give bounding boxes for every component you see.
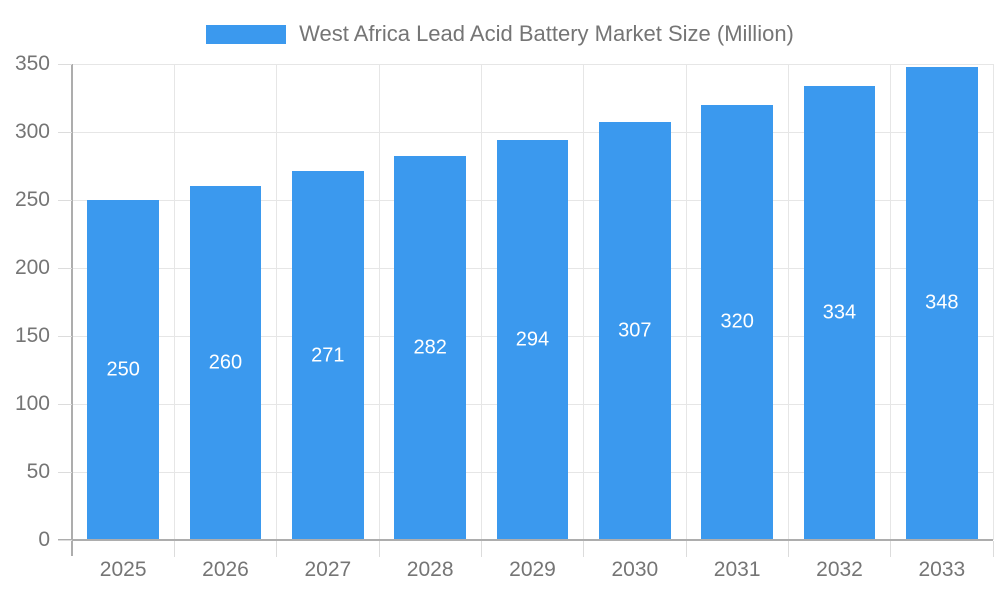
y-gridline [72, 63, 993, 65]
x-axis-tick-label: 2029 [509, 558, 556, 581]
bar-value-label: 282 [413, 336, 447, 359]
bar: 320 [701, 104, 773, 540]
bar-value-label: 334 [822, 301, 857, 324]
x-gridline [890, 64, 892, 540]
bar-value-label: 250 [106, 358, 140, 381]
y-axis-tick [58, 335, 72, 337]
y-axis-tick-label: 250 [14, 188, 50, 211]
bar: 294 [496, 140, 569, 540]
bar: 334 [803, 85, 876, 540]
y-axis-tick [58, 403, 72, 405]
x-axis-tick [583, 541, 585, 557]
x-axis-tick [378, 541, 380, 557]
x-gridline [480, 64, 482, 540]
y-axis-tick-label: 300 [14, 120, 50, 143]
bar-value-label: 294 [515, 328, 550, 351]
y-axis-tick [58, 63, 72, 65]
x-axis-tick [992, 541, 994, 557]
bar-value-label: 320 [720, 310, 754, 333]
bar: 348 [906, 66, 978, 540]
y-axis-tick-label: 200 [14, 256, 50, 279]
x-axis-tick-label: 2030 [611, 558, 659, 581]
x-gridline [583, 64, 585, 540]
bar: 250 [87, 200, 159, 540]
x-gridline [173, 64, 175, 540]
x-gridline [787, 64, 789, 540]
y-axis-tick-label: 0 [38, 528, 50, 551]
x-gridline [276, 64, 278, 540]
y-axis-tick [58, 539, 72, 541]
bar: 271 [292, 171, 364, 540]
x-gridline [378, 64, 380, 540]
x-axis-tick [276, 541, 278, 557]
legend-label: West Africa Lead Acid Battery Market Siz… [299, 21, 794, 46]
y-axis-line [71, 64, 73, 556]
x-axis-tick [890, 541, 892, 557]
y-axis-tick-label: 50 [26, 460, 50, 483]
legend-swatch [206, 24, 287, 44]
bar: 282 [394, 156, 466, 540]
bar-value-label: 271 [311, 344, 345, 367]
x-axis-tick [480, 541, 482, 557]
x-axis-tick-label: 2032 [816, 558, 863, 581]
y-axis-tick-label: 100 [14, 392, 50, 415]
x-axis-tick [685, 541, 687, 557]
x-axis-tick-label: 2028 [406, 558, 454, 581]
plot-area: 250 260 271 282 294 307 320 334 348 [72, 63, 994, 540]
legend[interactable]: West Africa Lead Acid Battery Market Siz… [0, 21, 1000, 47]
x-axis-tick-label: 2031 [713, 558, 761, 581]
bar: 260 [189, 186, 262, 540]
y-axis-tick [58, 131, 72, 133]
x-gridline [992, 64, 994, 540]
x-axis-tick-label: 2033 [918, 558, 966, 581]
y-axis-tick [58, 267, 72, 269]
y-axis-tick-label: 350 [14, 52, 50, 75]
x-axis-tick-label: 2027 [304, 558, 352, 581]
x-axis-line [58, 539, 993, 541]
bar-value-label: 260 [208, 351, 243, 374]
bar-value-label: 307 [618, 319, 652, 342]
x-axis-tick [173, 541, 175, 557]
x-axis-tick-label: 2026 [202, 558, 249, 581]
y-axis-tick [58, 199, 72, 201]
bar-value-label: 348 [925, 291, 959, 314]
y-gridline [72, 131, 993, 133]
x-gridline [685, 64, 687, 540]
x-axis-tick [787, 541, 789, 557]
y-axis-tick-label: 150 [14, 324, 50, 347]
x-axis-tick-label: 2025 [99, 558, 147, 581]
bar: 307 [599, 122, 671, 540]
y-axis-tick [58, 471, 72, 473]
